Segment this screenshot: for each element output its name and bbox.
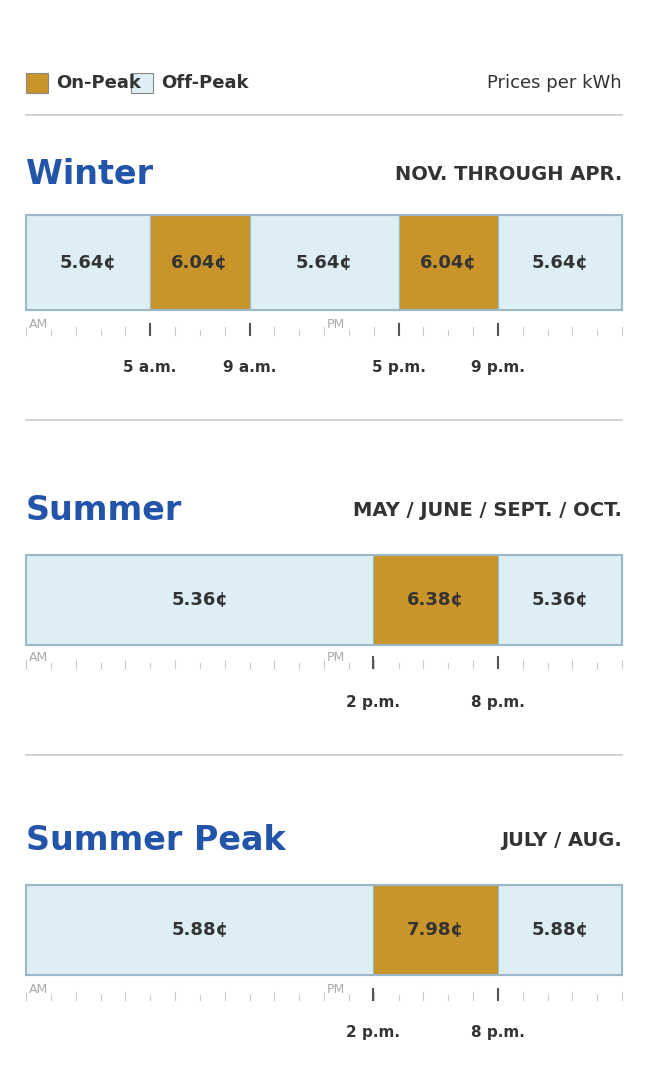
Text: Prices per kWh: Prices per kWh <box>487 74 622 92</box>
Bar <box>498 555 622 645</box>
Text: NOV. THROUGH APR.: NOV. THROUGH APR. <box>395 166 622 184</box>
Text: 2 p.m.: 2 p.m. <box>347 696 400 710</box>
Bar <box>373 885 498 975</box>
Bar <box>26 215 622 310</box>
Bar <box>26 73 48 92</box>
Text: 6.38¢: 6.38¢ <box>407 591 464 609</box>
Bar <box>399 215 498 310</box>
Bar <box>26 555 373 645</box>
Text: PM: PM <box>327 318 345 331</box>
Text: 5.64¢: 5.64¢ <box>531 254 588 272</box>
Text: AM: AM <box>29 983 48 996</box>
Text: JULY / AUG.: JULY / AUG. <box>502 830 622 850</box>
Text: MAY / JUNE / SEPT. / OCT.: MAY / JUNE / SEPT. / OCT. <box>353 501 622 520</box>
Text: Winter: Winter <box>26 158 153 192</box>
Bar <box>249 215 399 310</box>
Text: Off-Peak: Off-Peak <box>161 74 248 92</box>
Text: 7.98¢: 7.98¢ <box>407 921 464 939</box>
Text: 2 p.m.: 2 p.m. <box>347 1025 400 1040</box>
Text: Summer Peak: Summer Peak <box>26 824 286 856</box>
Text: 5.64¢: 5.64¢ <box>295 254 353 272</box>
Text: 5.36¢: 5.36¢ <box>171 591 228 609</box>
Bar <box>498 215 622 310</box>
Text: AM: AM <box>29 318 48 331</box>
Text: 5.88¢: 5.88¢ <box>171 921 228 939</box>
Text: 5.64¢: 5.64¢ <box>60 254 117 272</box>
Text: On-Peak: On-Peak <box>56 74 141 92</box>
Text: 6.04¢: 6.04¢ <box>171 254 228 272</box>
Bar <box>498 885 622 975</box>
Text: 9 p.m.: 9 p.m. <box>471 360 525 374</box>
Text: AM: AM <box>29 651 48 664</box>
Bar <box>26 885 622 975</box>
Text: 6.04¢: 6.04¢ <box>420 254 477 272</box>
Bar <box>150 215 249 310</box>
Text: 8 p.m.: 8 p.m. <box>471 1025 525 1040</box>
Bar <box>131 73 153 92</box>
Text: 5.88¢: 5.88¢ <box>531 921 588 939</box>
Text: 8 p.m.: 8 p.m. <box>471 696 525 710</box>
Text: 5.36¢: 5.36¢ <box>531 591 588 609</box>
Text: PM: PM <box>327 983 345 996</box>
Bar <box>26 885 373 975</box>
Bar <box>26 215 150 310</box>
Bar <box>373 555 498 645</box>
Text: 5 a.m.: 5 a.m. <box>123 360 177 374</box>
Text: PM: PM <box>327 651 345 664</box>
Text: Summer: Summer <box>26 493 182 526</box>
Text: 5 p.m.: 5 p.m. <box>371 360 426 374</box>
Text: 9 a.m.: 9 a.m. <box>223 360 276 374</box>
Bar <box>26 555 622 645</box>
